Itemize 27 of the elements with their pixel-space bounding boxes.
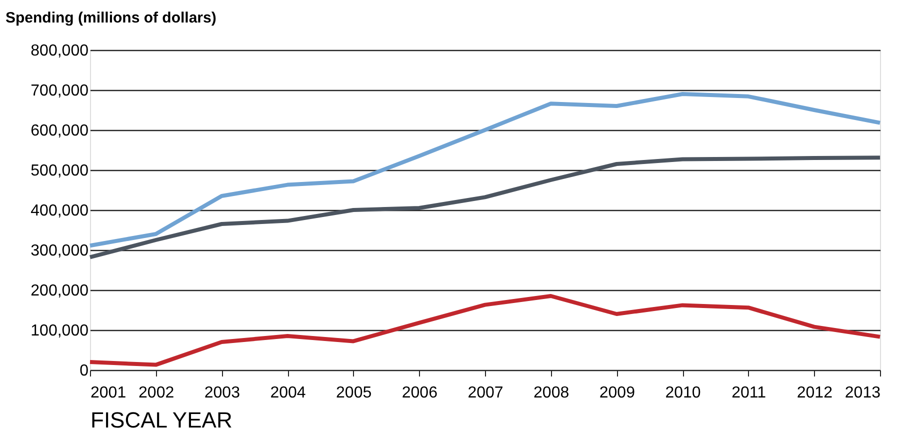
y-tick-label: 400,000 <box>30 202 89 220</box>
y-tick-label: 100,000 <box>30 322 89 340</box>
y-tick-label: 700,000 <box>30 82 89 100</box>
x-tick-label: 2001 <box>90 384 126 402</box>
y-tick-label: 800,000 <box>30 42 89 60</box>
y-tick-label: 500,000 <box>30 162 89 180</box>
y-tick-label: 0 <box>80 362 89 380</box>
line-series <box>88 156 882 260</box>
x-tick-label: 2011 <box>732 384 766 402</box>
x-tick-label: 2003 <box>204 384 240 402</box>
x-tick-label: 2010 <box>665 384 701 402</box>
y-axis-title: Spending (millions of dollars) <box>6 10 216 26</box>
x-tick-label: 2013 <box>844 384 881 402</box>
y-tick-label: 200,000 <box>30 282 89 300</box>
line-series <box>88 92 882 248</box>
line-series <box>88 294 882 367</box>
x-tick-label: 2006 <box>402 384 438 402</box>
y-tick-label: 600,000 <box>30 122 89 140</box>
x-tick-label: 2002 <box>138 384 174 402</box>
x-tick-label: 2005 <box>336 384 372 402</box>
x-tick-label: 2008 <box>534 384 570 402</box>
y-tick-label: 300,000 <box>30 242 89 260</box>
x-axis-title: FISCAL YEAR <box>90 408 232 432</box>
x-tick-label: 2009 <box>599 384 636 402</box>
x-tick-label: 2004 <box>270 384 306 402</box>
x-tick-label: 2007 <box>468 384 504 402</box>
x-tick-label: 2012 <box>796 384 833 402</box>
